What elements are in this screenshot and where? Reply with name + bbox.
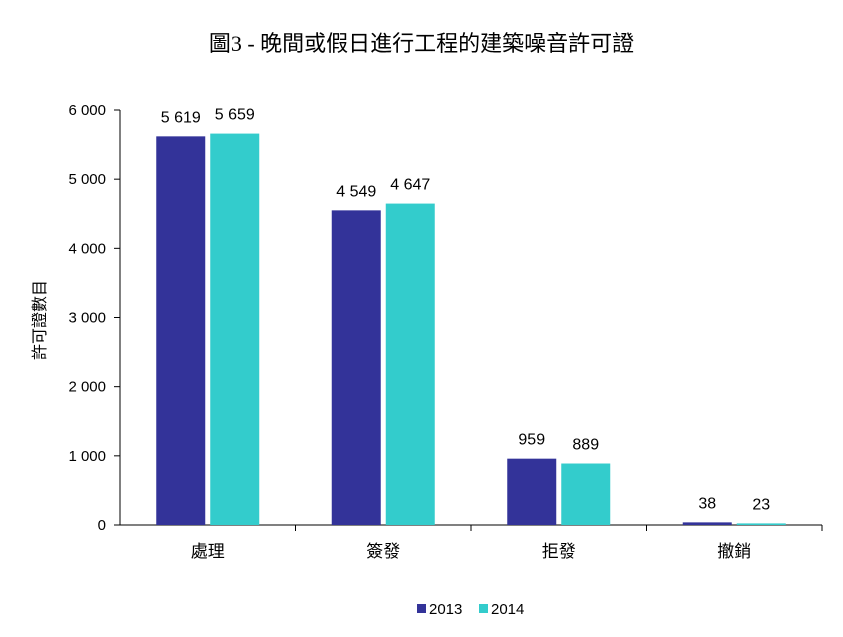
bar-2014 xyxy=(385,203,435,525)
y-tick-label: 3 000 xyxy=(68,310,106,327)
data-label: 23 xyxy=(752,496,770,513)
bar-2013 xyxy=(331,210,381,525)
y-tick-label: 5 000 xyxy=(68,171,106,188)
x-category-label: 撤銷 xyxy=(717,542,751,561)
legend-label: 2013 xyxy=(429,601,462,618)
y-axis-label: 許可證數目 xyxy=(31,280,49,360)
bar-2013 xyxy=(507,458,557,525)
data-label: 5 619 xyxy=(161,109,201,126)
legend-label: 2014 xyxy=(491,601,524,618)
x-category-label: 簽發 xyxy=(366,542,400,561)
bar-2013 xyxy=(682,522,732,525)
chart-title: 圖3 - 晚間或假日進行工程的建築噪音許可證 xyxy=(208,31,635,56)
bar-2014 xyxy=(210,133,260,526)
legend-swatch-2013 xyxy=(417,604,426,613)
y-tick-label: 4 000 xyxy=(68,240,106,257)
data-label: 4 647 xyxy=(390,177,430,194)
x-category-label: 拒發 xyxy=(542,542,576,561)
y-tick-label: 6 000 xyxy=(68,102,106,119)
bar-2014 xyxy=(736,523,786,525)
data-label: 4 549 xyxy=(336,183,376,200)
data-label: 5 659 xyxy=(215,107,255,124)
x-category-label: 處理 xyxy=(191,542,225,561)
bar-2013 xyxy=(156,136,206,526)
bar-2014 xyxy=(561,463,611,525)
y-tick-label: 0 xyxy=(98,517,106,534)
y-tick-label: 2 000 xyxy=(68,379,106,396)
data-label: 959 xyxy=(518,432,545,449)
legend-swatch-2014 xyxy=(479,604,488,613)
y-tick-label: 1 000 xyxy=(68,448,106,465)
data-label: 889 xyxy=(572,437,599,454)
data-label: 38 xyxy=(698,495,716,512)
